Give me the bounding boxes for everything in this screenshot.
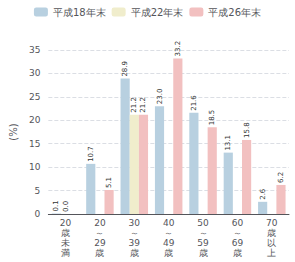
svg-text:未: 未 [61,238,70,248]
svg-text:平成22年末: 平成22年末 [131,7,184,18]
svg-text:歳: 歳 [199,248,208,258]
svg-text:2.6: 2.6 [259,188,267,200]
svg-text:6.2: 6.2 [277,172,285,183]
svg-text:～: ～ [95,228,104,238]
svg-text:歳: 歳 [164,248,173,258]
svg-text:30: 30 [129,218,141,228]
svg-text:15: 15 [29,139,40,149]
svg-text:0.0: 0.0 [62,201,70,212]
svg-text:5: 5 [35,186,41,196]
svg-text:50: 50 [197,218,209,228]
svg-text:59: 59 [197,238,209,248]
svg-text:21.2: 21.2 [130,97,138,113]
svg-text:～: ～ [233,228,242,238]
svg-text:60: 60 [232,218,244,228]
svg-text:0: 0 [35,209,41,219]
svg-text:20: 20 [94,218,106,228]
svg-text:～: ～ [130,228,139,238]
svg-text:～: ～ [199,228,208,238]
svg-text:歳: 歳 [267,228,276,238]
svg-text:20: 20 [29,115,41,125]
svg-text:21.2: 21.2 [139,97,147,113]
svg-text:39: 39 [129,238,141,248]
svg-text:平成18年末: 平成18年末 [53,7,106,18]
svg-text:13.1: 13.1 [224,135,232,151]
svg-text:20: 20 [60,218,72,228]
svg-text:0.1: 0.1 [52,200,60,211]
svg-text:15.8: 15.8 [243,122,251,138]
svg-text:10.7: 10.7 [87,146,95,162]
svg-text:以: 以 [267,238,276,248]
svg-text:25: 25 [29,92,40,102]
svg-text:69: 69 [232,238,244,248]
svg-text:28.9: 28.9 [121,61,129,77]
svg-text:(%): (%) [8,123,19,140]
svg-text:歳: 歳 [130,248,139,258]
svg-text:23.0: 23.0 [156,89,164,105]
svg-text:上: 上 [267,248,276,258]
svg-text:35: 35 [29,45,40,55]
svg-text:平成26年末: 平成26年末 [208,7,261,18]
svg-text:歳: 歳 [95,248,104,258]
svg-text:歳: 歳 [61,228,70,238]
svg-text:30: 30 [29,68,41,78]
svg-text:歳: 歳 [233,248,242,258]
svg-text:満: 満 [61,248,70,258]
svg-text:10: 10 [29,162,41,172]
svg-text:49: 49 [163,238,175,248]
svg-text:～: ～ [164,228,173,238]
svg-text:29: 29 [94,238,106,248]
svg-text:5.1: 5.1 [105,177,113,188]
svg-text:70: 70 [266,218,278,228]
svg-text:18.5: 18.5 [208,110,216,126]
svg-text:21.6: 21.6 [190,95,198,111]
svg-text:40: 40 [163,218,175,228]
svg-text:33.2: 33.2 [174,41,182,57]
